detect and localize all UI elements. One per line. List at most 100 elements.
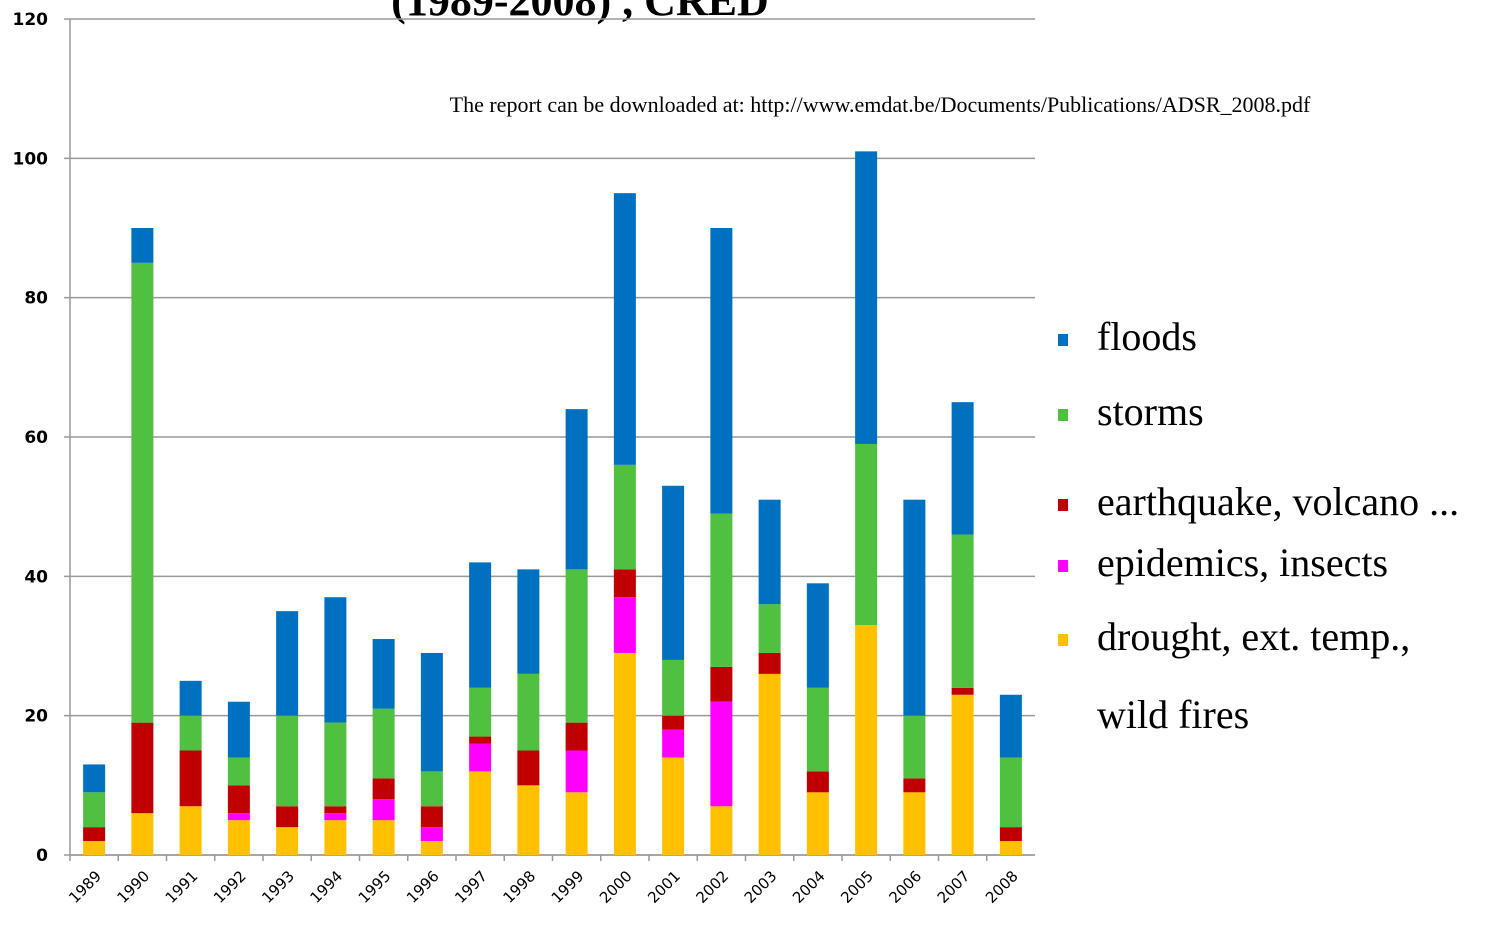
bar-segment	[469, 736, 492, 744]
bar-segment	[420, 827, 443, 842]
annotation: The report can be downloaded at: http://…	[450, 92, 1311, 117]
bar-segment	[517, 785, 540, 855]
y-tick-label: 120	[13, 10, 49, 30]
y-tick-label: 100	[13, 149, 49, 169]
bar-segment	[179, 750, 202, 807]
bar-segment	[999, 694, 1022, 758]
bar-segment	[517, 673, 540, 751]
bar-segment	[83, 827, 106, 842]
bar-segment	[324, 806, 347, 814]
x-tick-label: 1991	[162, 867, 202, 907]
x-tick-label: 1989	[65, 867, 105, 907]
x-tick-label: 2000	[596, 867, 636, 907]
bar-segment	[999, 827, 1022, 842]
bar-segment	[710, 228, 733, 514]
bar-segment	[324, 820, 347, 855]
bar-segment	[758, 652, 781, 674]
bar-segment	[324, 597, 347, 723]
bar-segment	[662, 715, 685, 730]
bar-segment	[999, 841, 1022, 855]
bar-segment	[469, 743, 492, 772]
legend-label: epidemics, insects	[1097, 540, 1389, 585]
bar-segment	[420, 771, 443, 807]
y-tick-label: 0	[36, 846, 48, 866]
bar-segment	[903, 792, 926, 855]
bar-segment	[951, 694, 974, 855]
bar-segment	[565, 750, 588, 793]
bar-segment	[227, 701, 250, 758]
bar-segment	[372, 778, 395, 800]
bar-segment	[710, 806, 733, 855]
bar-segment	[372, 639, 395, 709]
bar-segment	[517, 750, 540, 786]
bar-segment	[131, 228, 154, 263]
bar-segment	[517, 569, 540, 674]
bar-segment	[662, 659, 685, 716]
legend-swatch	[1058, 560, 1068, 572]
bar-segment	[758, 499, 781, 605]
bar-segment	[758, 604, 781, 653]
bar-segment	[613, 464, 636, 570]
x-tick-label: 1993	[258, 867, 298, 907]
bar-segment	[83, 792, 106, 828]
bar-segment	[951, 534, 974, 688]
y-tick-label: 20	[24, 707, 48, 727]
legend-swatch	[1058, 499, 1068, 511]
bar-segment	[806, 583, 829, 688]
bar-segment	[276, 611, 299, 716]
bar-segment	[565, 409, 588, 570]
bar-segment	[999, 757, 1022, 828]
bar-segment	[951, 402, 974, 535]
x-tick-label: 1992	[210, 867, 250, 907]
legend-label: storms	[1097, 389, 1204, 434]
legend-label: drought, ext. temp., wild fires	[1097, 614, 1411, 737]
bar-segment	[662, 757, 685, 855]
bar-segment	[469, 687, 492, 737]
legend-swatch	[1058, 334, 1068, 346]
x-tick-label: 1998	[499, 867, 539, 907]
x-tick-label: 1990	[113, 867, 153, 907]
bar-segment	[131, 722, 154, 814]
bar-segment	[227, 813, 250, 821]
x-tick-label: 2003	[741, 867, 781, 907]
bar-segment	[227, 785, 250, 814]
x-tick-label: 1995	[355, 867, 395, 907]
bar-segment	[372, 708, 395, 779]
bar-segment	[276, 827, 299, 855]
x-tick-label: 1999	[548, 867, 588, 907]
bar-segment	[855, 625, 878, 855]
bar-segment	[806, 687, 829, 772]
bar-segment	[420, 652, 443, 772]
x-tick-label: 2004	[789, 867, 829, 907]
bar-segment	[227, 757, 250, 786]
bar-segment	[420, 806, 443, 828]
bar-segment	[131, 262, 154, 723]
bar-segment	[276, 806, 299, 828]
bar-segment	[227, 820, 250, 855]
bar-segment	[806, 792, 829, 855]
bar-segment	[806, 771, 829, 793]
x-tick-label: 2008	[982, 867, 1022, 907]
bar-segment	[855, 443, 878, 626]
x-tick-label: 1994	[306, 867, 346, 907]
bar-segment	[903, 778, 926, 793]
x-tick-label: 1996	[403, 867, 443, 907]
bar-segment	[131, 813, 154, 855]
bar-segment	[710, 666, 733, 702]
legend-label: floods	[1097, 314, 1197, 359]
bar-segment	[613, 569, 636, 598]
bar-segment	[613, 652, 636, 855]
x-tick-label: 2002	[692, 867, 732, 907]
bar-segment	[951, 687, 974, 695]
bar-segment	[83, 841, 106, 855]
bar-segment	[613, 597, 636, 653]
bar-segment	[179, 715, 202, 751]
bar-segment	[613, 193, 636, 465]
x-tick-label: 2007	[934, 867, 974, 907]
x-tick-label: 1997	[451, 867, 491, 907]
bar-segment	[662, 485, 685, 660]
bar-segment	[324, 813, 347, 821]
bar-segment	[565, 722, 588, 751]
bar-segment	[903, 499, 926, 716]
